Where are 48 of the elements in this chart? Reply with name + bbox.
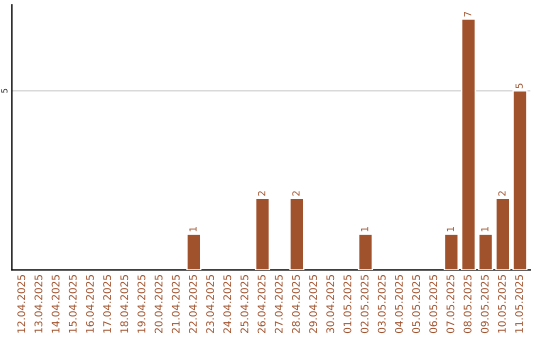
x-tick-label: 22.04.2025 xyxy=(188,275,197,334)
x-tick-label: 21.04.2025 xyxy=(172,275,180,334)
bar xyxy=(444,233,459,270)
bar xyxy=(289,198,304,270)
x-tick-label: 27.04.2025 xyxy=(274,275,283,334)
x-tick-label: 25.04.2025 xyxy=(240,275,248,334)
x-tick-label: 16.04.2025 xyxy=(86,275,94,333)
data-label: 1 xyxy=(189,227,197,232)
data-label: 2 xyxy=(498,191,506,196)
x-tick-label: 29.04.2025 xyxy=(309,275,318,334)
x-tick-label: 01.05.2025 xyxy=(343,275,352,334)
x-tick-label: 02.05.2025 xyxy=(360,275,369,334)
x-tick-label: 09.05.2025 xyxy=(480,275,489,334)
x-tick-label: 11.05.2025 xyxy=(515,275,524,333)
bar xyxy=(358,233,374,270)
bar xyxy=(512,90,528,270)
data-label: 7 xyxy=(464,12,472,17)
data-label: 2 xyxy=(258,191,266,196)
x-tick-label: 07.05.2025 xyxy=(446,275,454,334)
x-tick-label: 14.04.2025 xyxy=(52,275,60,333)
x-tick-label: 28.04.2025 xyxy=(292,275,300,334)
x-tick-label: 19.04.2025 xyxy=(137,275,146,333)
x-tick-label: 24.04.2025 xyxy=(223,275,232,334)
data-label: 1 xyxy=(446,227,454,232)
x-tick-label: 13.04.2025 xyxy=(34,275,42,333)
data-label: 2 xyxy=(292,191,300,196)
bar xyxy=(495,198,510,270)
data-label: 5 xyxy=(516,84,523,88)
bar xyxy=(186,233,202,270)
x-tick-label: 17.04.2025 xyxy=(103,275,112,333)
x-tick-label: 10.05.2025 xyxy=(498,275,506,333)
bar xyxy=(478,233,494,270)
bar xyxy=(254,198,270,270)
x-tick-label: 08.05.2025 xyxy=(464,275,472,334)
x-tick-label: 05.05.2025 xyxy=(412,275,420,334)
x-tick-label: 20.04.2025 xyxy=(154,275,163,334)
data-label: 1 xyxy=(481,227,488,232)
x-tick-label: 30.04.2025 xyxy=(326,275,334,333)
bar xyxy=(460,18,476,270)
x-tick-label: 18.04.2025 xyxy=(120,275,128,333)
data-label: 1 xyxy=(361,227,368,232)
x-tick-label: 12.04.2025 xyxy=(17,275,26,333)
x-tick-label: 03.05.2025 xyxy=(378,275,386,334)
x-tick-label: 06.05.2025 xyxy=(429,275,438,334)
x-tick-label: 15.04.2025 xyxy=(68,275,77,333)
x-tick-label: 23.04.2025 xyxy=(206,275,214,334)
x-tick-label: 04.05.2025 xyxy=(394,275,403,334)
x-tick-label: 26.04.2025 xyxy=(258,275,266,334)
